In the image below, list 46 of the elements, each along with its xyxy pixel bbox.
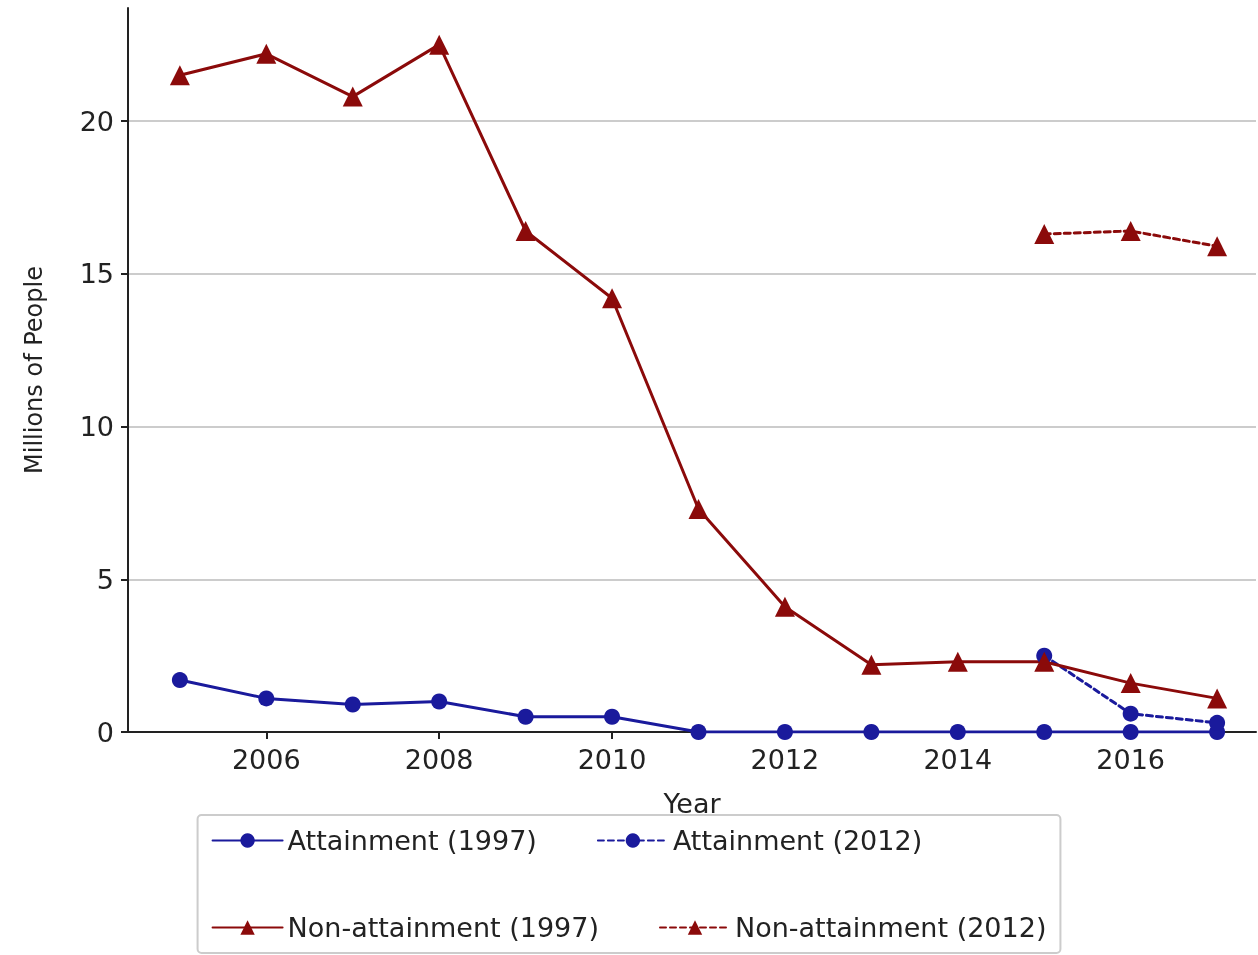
point [947, 651, 968, 672]
point [1036, 724, 1053, 740]
point [1207, 236, 1228, 257]
y-tick-label: 10 [79, 411, 114, 443]
x-tick-label: 2016 [1096, 744, 1166, 775]
point [169, 65, 190, 86]
legend-label: Non-attainment (2012) [735, 912, 1047, 943]
point [342, 86, 363, 107]
point [604, 708, 621, 725]
x-tick-label: 2010 [577, 744, 647, 775]
y-tick-label: 5 [96, 563, 114, 595]
point [1034, 224, 1055, 245]
point [1034, 651, 1055, 672]
point [256, 43, 277, 64]
x-tick-label: 2012 [750, 744, 820, 775]
point [258, 690, 275, 707]
y-tick-label: 0 [96, 716, 114, 748]
y-axis-title: Millions of People [20, 266, 48, 474]
point [1122, 724, 1139, 740]
point [431, 693, 448, 710]
point [602, 288, 623, 309]
point [515, 221, 536, 241]
point [517, 708, 534, 725]
point [774, 596, 795, 617]
x-tick-label: 2014 [923, 744, 993, 775]
x-tick-label: 2008 [404, 744, 474, 775]
x-tick-label: 2006 [231, 744, 301, 775]
point [690, 724, 707, 740]
legend-label: Attainment (1997) [287, 825, 537, 856]
point [861, 654, 882, 675]
point [688, 499, 709, 519]
legend-label: Attainment (2012) [672, 825, 923, 856]
point [949, 724, 966, 740]
point [1207, 688, 1228, 709]
y-tick-label: 20 [79, 105, 114, 137]
point [171, 672, 188, 689]
point [1120, 221, 1141, 241]
point [1120, 673, 1141, 694]
point [1122, 705, 1139, 722]
point [776, 724, 793, 740]
point [344, 696, 361, 713]
x-axis-title: Year [662, 788, 722, 819]
legend-label: Non-attainment (1997) [287, 912, 600, 943]
point [863, 724, 880, 740]
point [429, 34, 450, 55]
y-tick-label: 15 [79, 258, 114, 290]
